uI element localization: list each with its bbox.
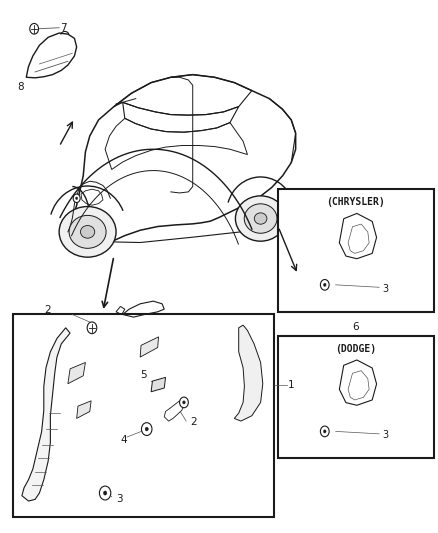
Polygon shape	[164, 401, 184, 421]
Circle shape	[99, 486, 111, 500]
Text: 8: 8	[18, 83, 24, 92]
FancyBboxPatch shape	[278, 189, 434, 312]
Circle shape	[323, 283, 326, 286]
Circle shape	[180, 397, 188, 408]
Ellipse shape	[236, 196, 286, 241]
Circle shape	[323, 430, 326, 433]
Ellipse shape	[81, 225, 95, 238]
Polygon shape	[22, 328, 70, 501]
Text: 3: 3	[382, 284, 389, 294]
Circle shape	[145, 427, 148, 431]
Text: 3: 3	[116, 495, 123, 504]
Circle shape	[321, 426, 329, 437]
Circle shape	[73, 194, 80, 203]
Polygon shape	[234, 325, 263, 421]
Circle shape	[183, 401, 185, 404]
Text: 3: 3	[382, 430, 389, 440]
Text: 4: 4	[121, 435, 127, 445]
Text: (DODGE): (DODGE)	[336, 344, 376, 354]
Text: 2: 2	[191, 417, 197, 427]
Circle shape	[321, 279, 329, 290]
Text: 2: 2	[44, 305, 50, 315]
Text: (CHRYSLER): (CHRYSLER)	[326, 197, 385, 207]
Circle shape	[87, 322, 97, 334]
Text: 1: 1	[288, 381, 295, 390]
Text: 6: 6	[353, 322, 359, 333]
Ellipse shape	[244, 204, 277, 233]
FancyBboxPatch shape	[13, 314, 274, 517]
Polygon shape	[68, 362, 85, 384]
Text: 5: 5	[140, 370, 147, 380]
Polygon shape	[151, 377, 166, 392]
Ellipse shape	[69, 215, 106, 248]
Ellipse shape	[59, 207, 116, 257]
FancyBboxPatch shape	[278, 336, 434, 458]
Circle shape	[76, 197, 78, 199]
Ellipse shape	[254, 213, 267, 224]
Polygon shape	[77, 401, 91, 418]
Polygon shape	[140, 337, 159, 357]
Circle shape	[103, 491, 107, 495]
Circle shape	[141, 423, 152, 435]
Circle shape	[30, 23, 39, 34]
Text: 7: 7	[60, 23, 67, 33]
